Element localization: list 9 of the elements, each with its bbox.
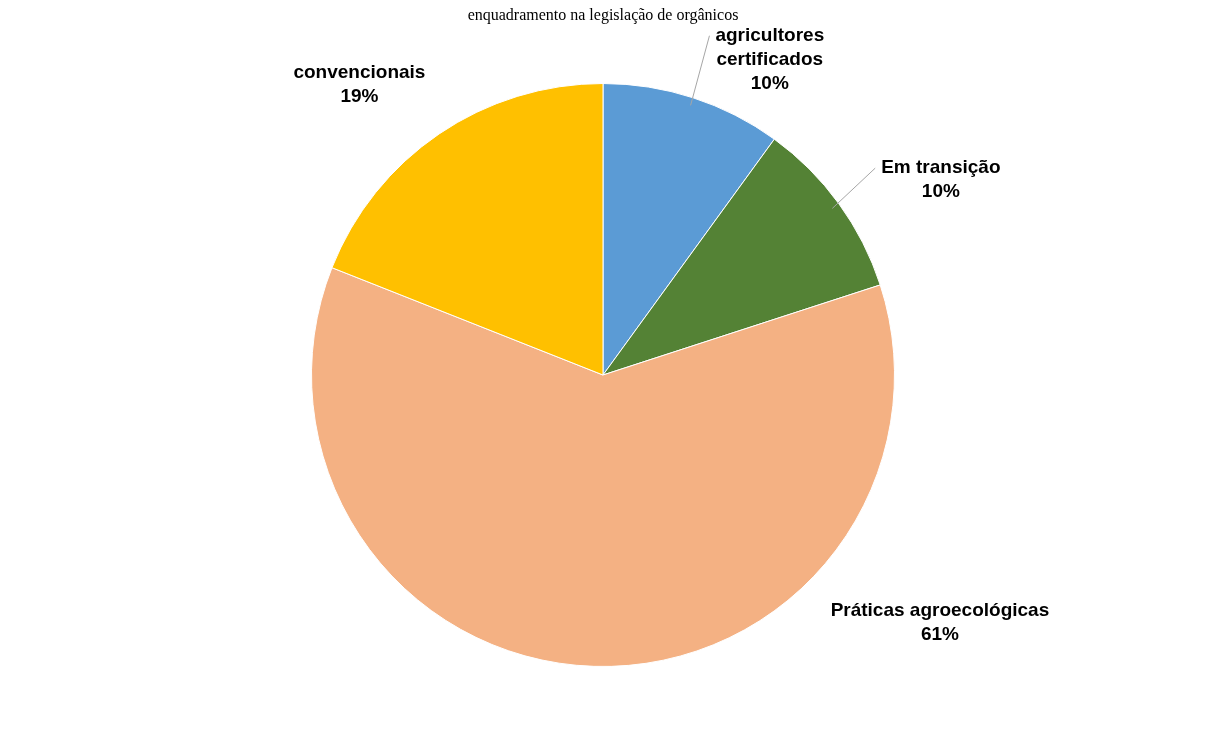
data-label: 61%: [920, 623, 960, 645]
chart-title: enquadramento na legislação de orgânicos: [467, 6, 739, 25]
data-label: 10%: [921, 180, 960, 202]
slice-label: convencionais: [293, 60, 426, 82]
slice-label: Em transição: [881, 156, 1001, 178]
slice-label: Práticas agroecológicas: [830, 599, 1050, 621]
data-label: 10%: [750, 71, 789, 93]
data-label: 19%: [340, 84, 379, 106]
slice-label: agricultores certificados: [715, 23, 825, 69]
